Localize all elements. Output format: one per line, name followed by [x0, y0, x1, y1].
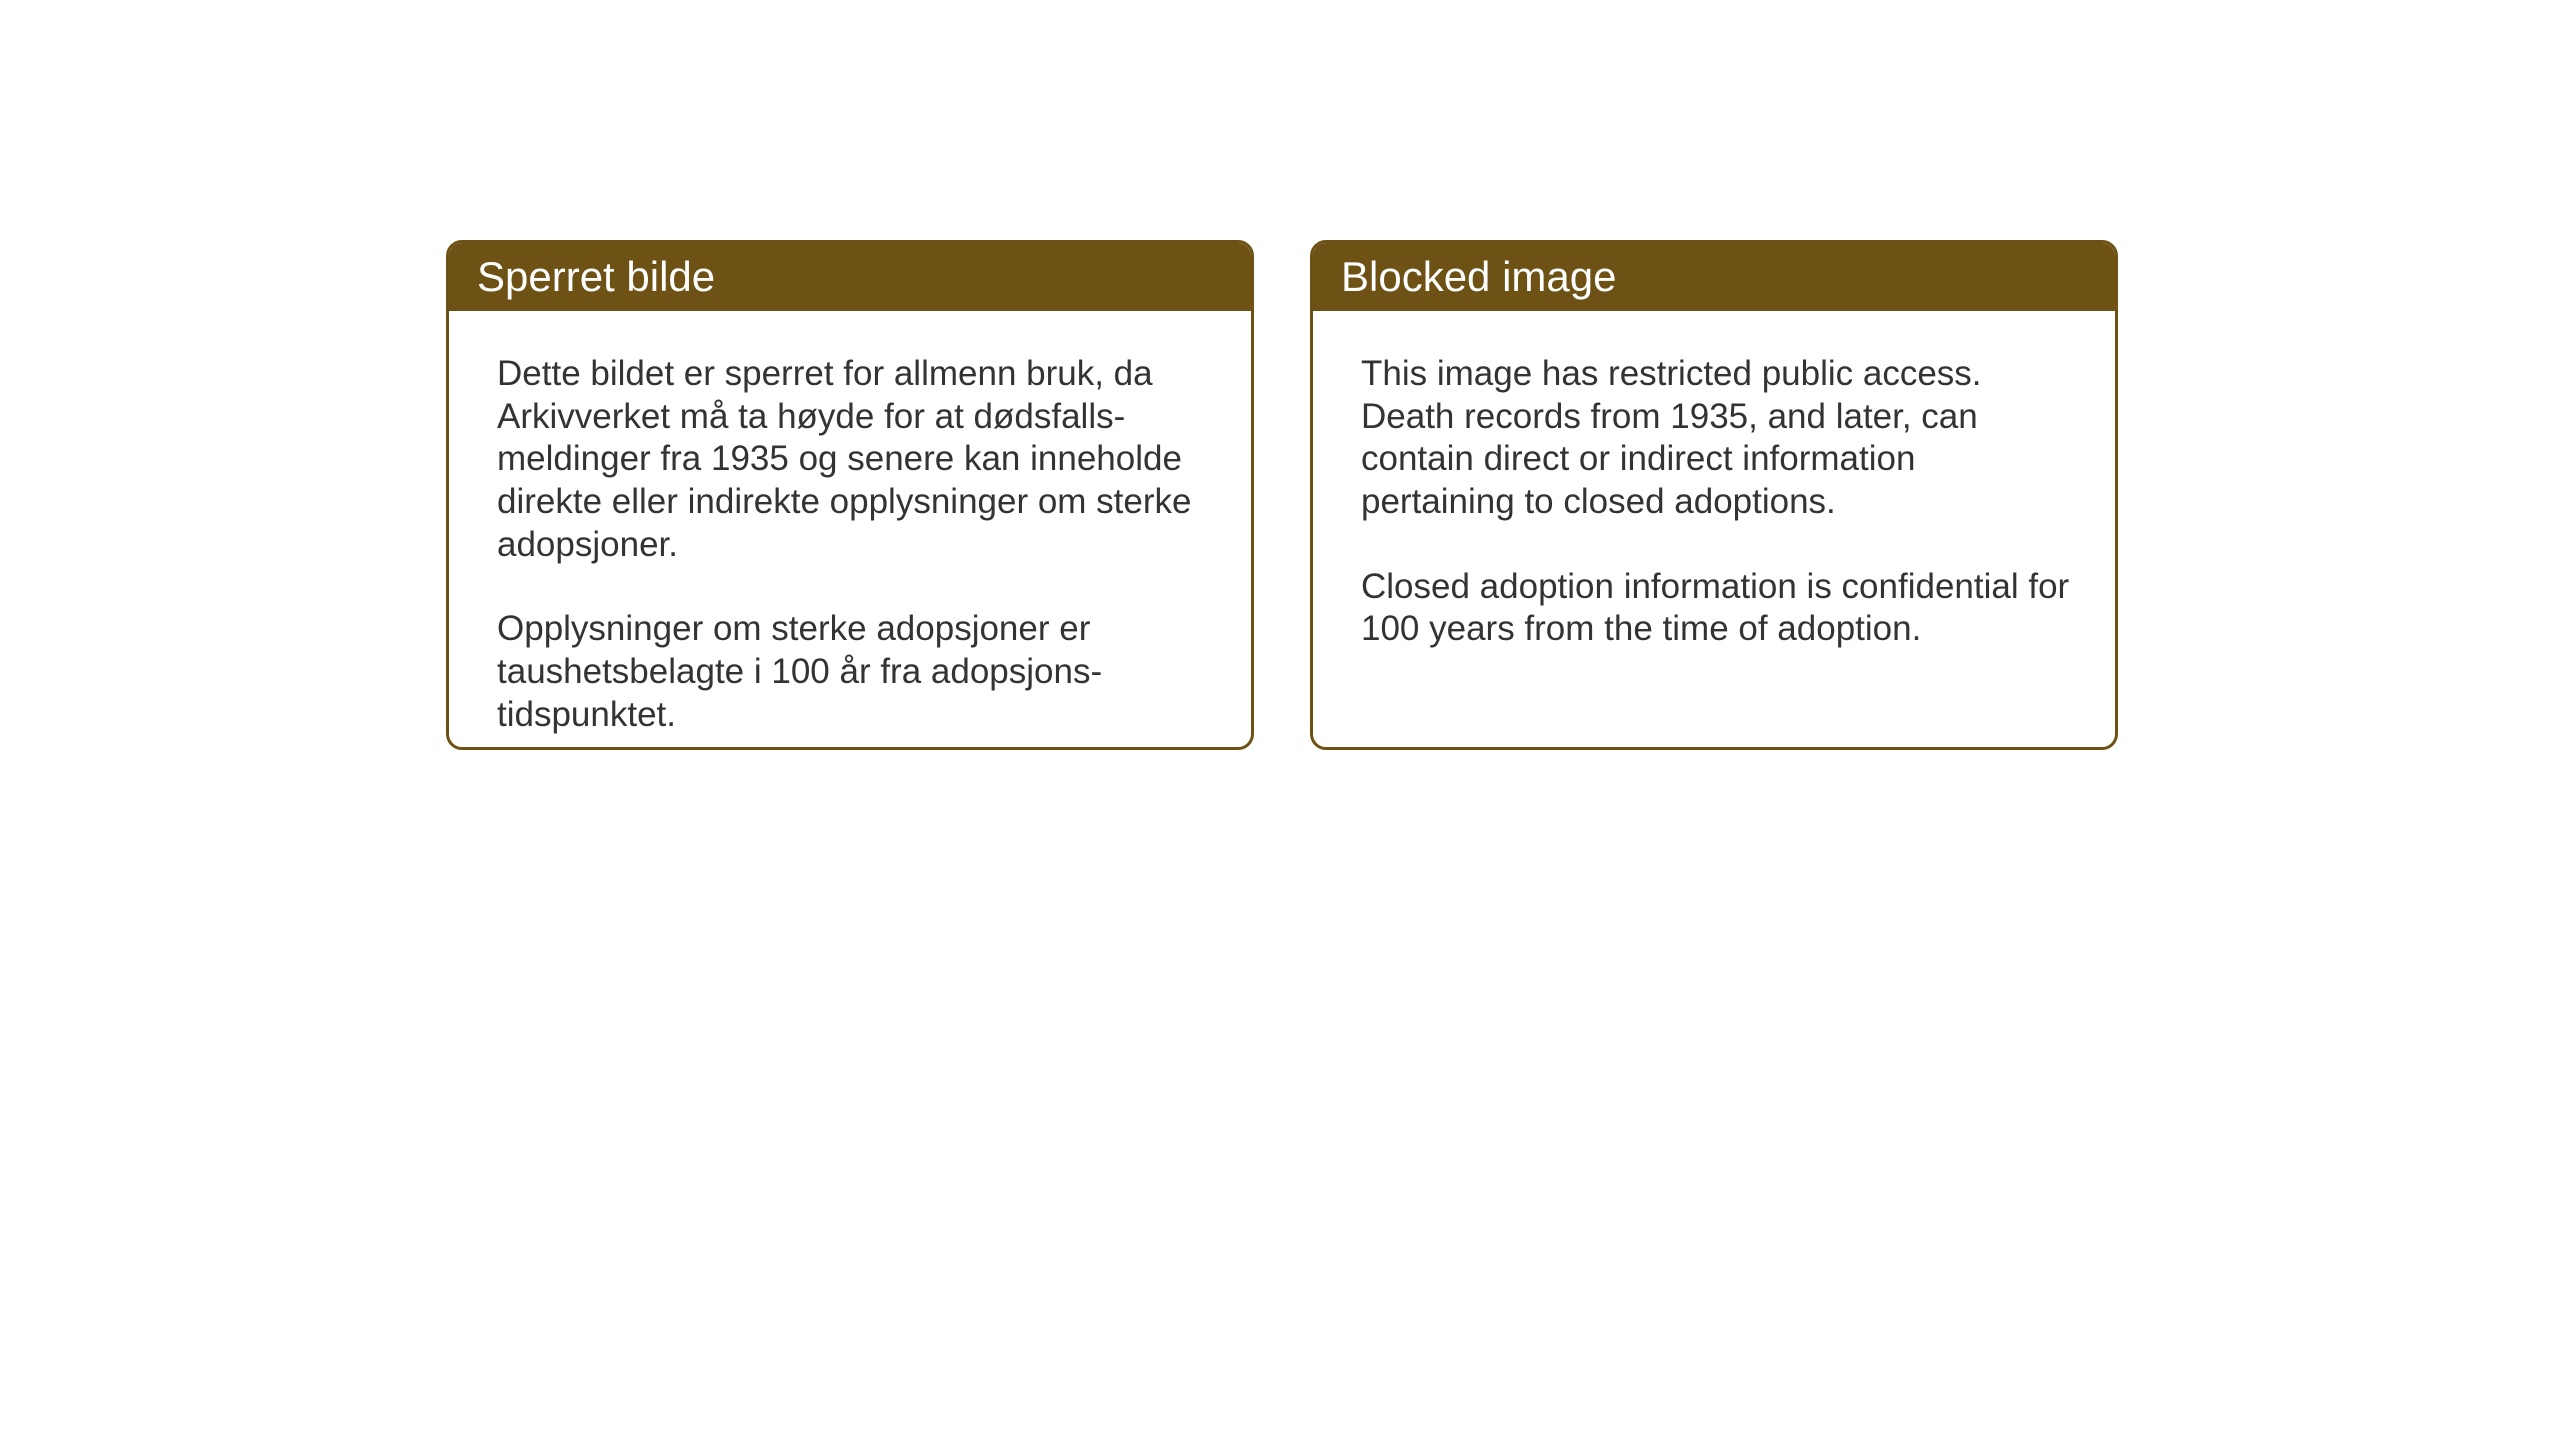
- notice-card-norwegian: Sperret bilde Dette bildet er sperret fo…: [446, 240, 1254, 750]
- card-title-english: Blocked image: [1341, 253, 1616, 300]
- card-body-norwegian: Dette bildet er sperret for allmenn bruk…: [449, 311, 1251, 750]
- notice-cards-container: Sperret bilde Dette bildet er sperret fo…: [446, 240, 2118, 750]
- card-header-english: Blocked image: [1313, 243, 2115, 311]
- card-paragraph-2-english: Closed adoption information is confident…: [1361, 566, 2073, 651]
- card-header-norwegian: Sperret bilde: [449, 243, 1251, 311]
- card-title-norwegian: Sperret bilde: [477, 253, 715, 300]
- notice-card-english: Blocked image This image has restricted …: [1310, 240, 2118, 750]
- card-paragraph-2-norwegian: Opplysninger om sterke adopsjoner er tau…: [497, 608, 1209, 736]
- card-paragraph-1-norwegian: Dette bildet er sperret for allmenn bruk…: [497, 353, 1209, 566]
- card-paragraph-1-english: This image has restricted public access.…: [1361, 353, 2073, 524]
- card-body-english: This image has restricted public access.…: [1313, 311, 2115, 693]
